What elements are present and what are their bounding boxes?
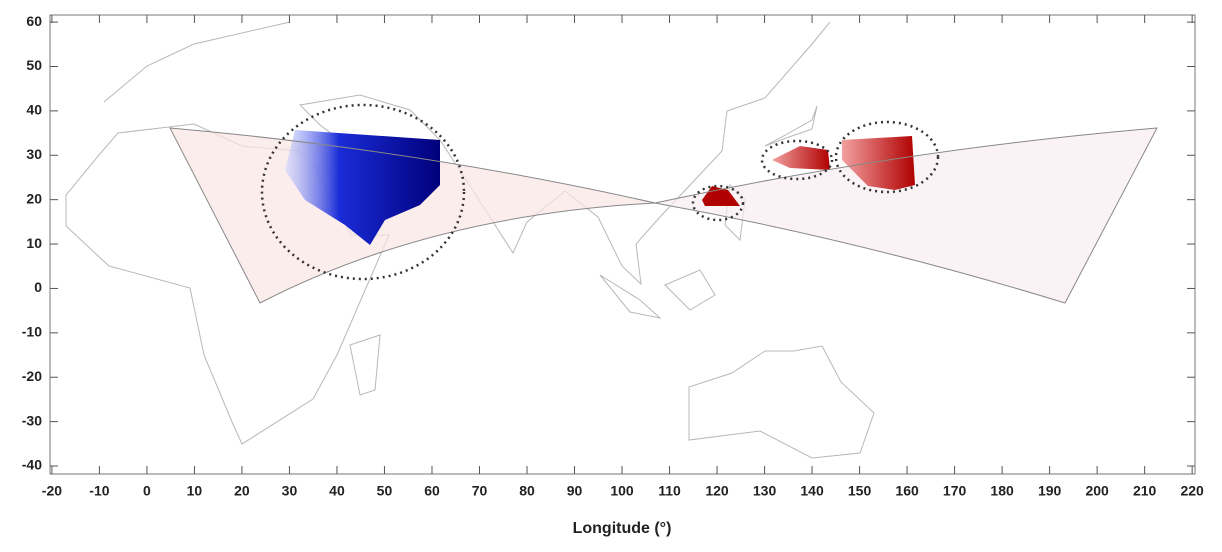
x-tick-label: 150 — [848, 483, 872, 499]
x-tick-label: 50 — [377, 483, 393, 499]
y-tick-label: 50 — [26, 57, 42, 73]
x-tick-label: 100 — [610, 483, 634, 499]
highlights — [260, 103, 940, 281]
x-tick-label: 140 — [800, 483, 824, 499]
x-tick-label: 130 — [753, 483, 777, 499]
x-tick-label: 80 — [519, 483, 535, 499]
x-tick-label: 40 — [329, 483, 345, 499]
x-tick-label: 110 — [658, 483, 681, 499]
x-tick-label: 180 — [990, 483, 1014, 499]
x-axis-label: Longitude (°) — [573, 520, 672, 537]
y-tick-label: 40 — [26, 102, 42, 118]
x-tick-label: 190 — [1038, 483, 1062, 499]
x-tick-label: 0 — [143, 483, 151, 499]
y-tick-label: 60 — [26, 13, 42, 29]
y-tick-label: -30 — [22, 412, 42, 428]
x-tick-label: 20 — [234, 483, 250, 499]
x-tick-label: 120 — [705, 483, 729, 499]
y-tick-label: -40 — [22, 457, 42, 473]
x-tick-label: 220 — [1180, 483, 1204, 499]
y-tick-label: 20 — [26, 190, 42, 206]
x-tick-label: 160 — [895, 483, 919, 499]
x-tick-label: 200 — [1085, 483, 1109, 499]
x-tick-label: 210 — [1133, 483, 1157, 499]
y-tick-label: -20 — [22, 368, 42, 384]
x-tick-label: 60 — [424, 483, 440, 499]
x-tick-label: 70 — [472, 483, 488, 499]
field — [169, 127, 1158, 304]
y-tick-label: 10 — [26, 235, 42, 251]
x-tick-label: 10 — [187, 483, 203, 499]
x-tick-label: 30 — [282, 483, 298, 499]
y-tick-label: 0 — [34, 279, 42, 295]
x-tick-label: 90 — [567, 483, 583, 499]
x-tick-label: -20 — [42, 483, 62, 499]
x-tick-label: -10 — [89, 483, 109, 499]
y-tick-label: 30 — [26, 146, 42, 162]
y-tick-label: -10 — [22, 324, 42, 340]
coastlines — [65, 21, 875, 459]
x-tick-label: 170 — [943, 483, 967, 499]
